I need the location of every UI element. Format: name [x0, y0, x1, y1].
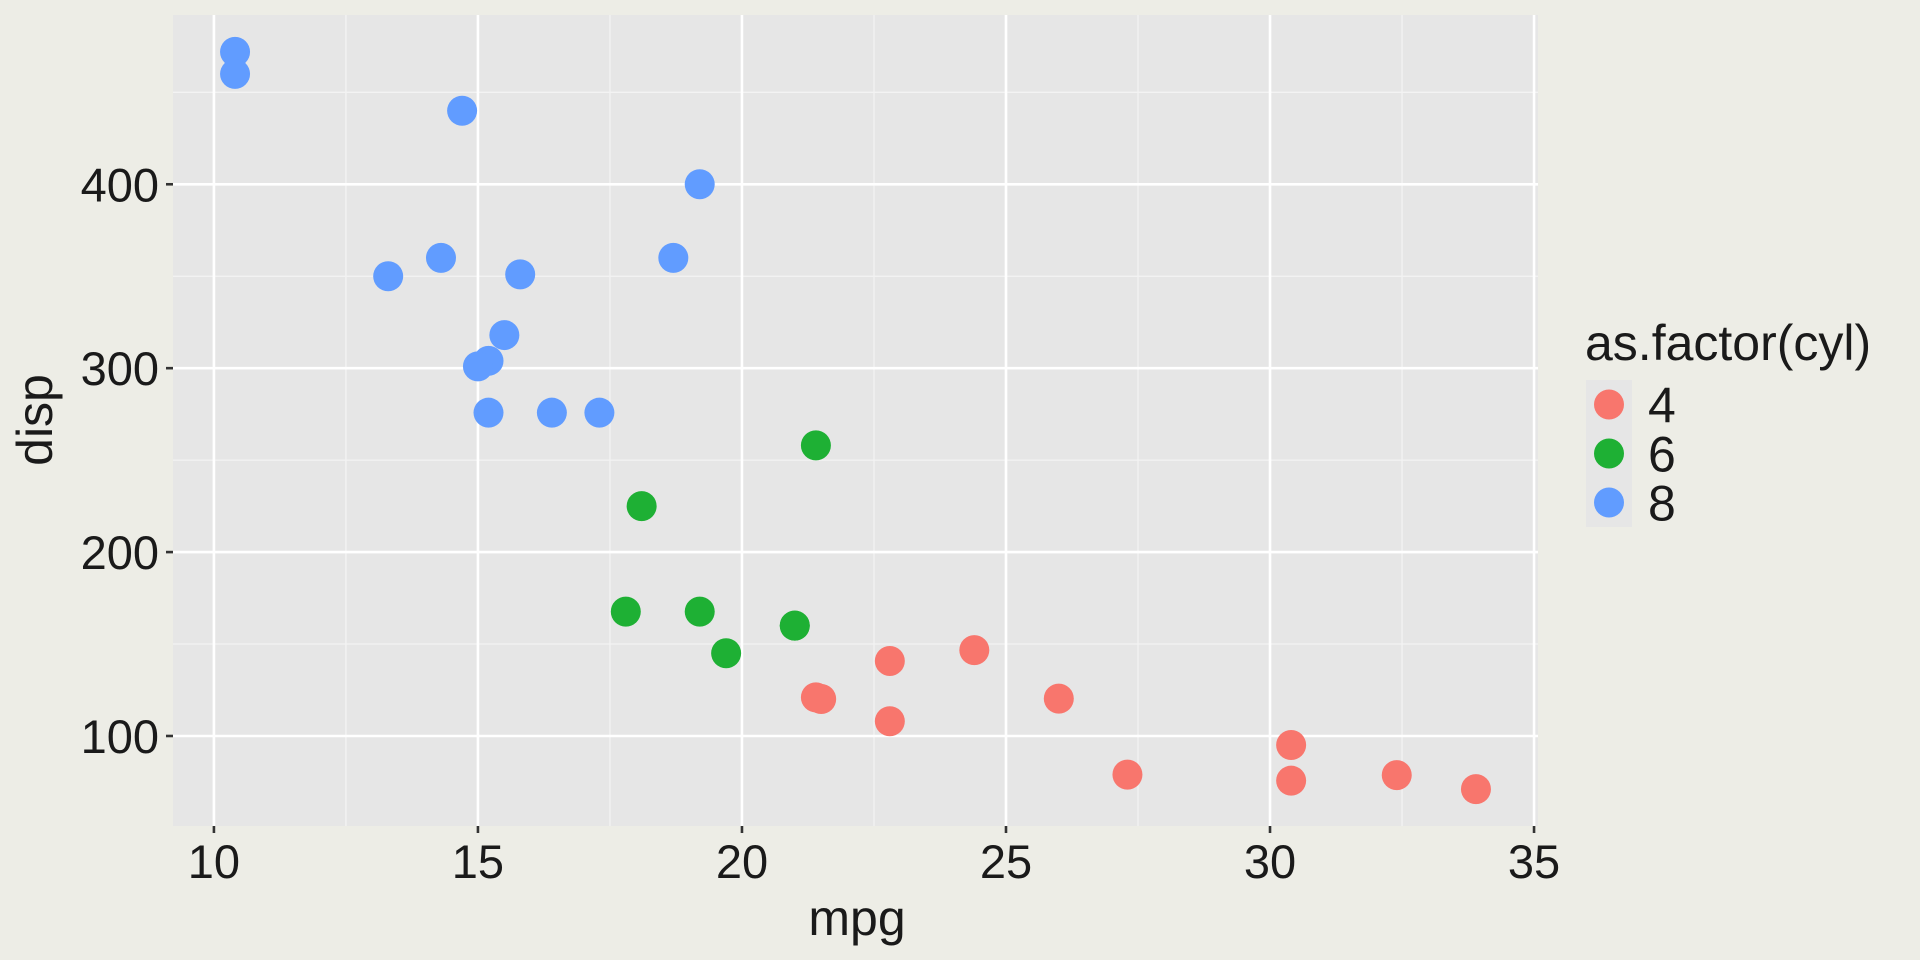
legend-title: as.factor(cyl) [1585, 315, 1871, 371]
point [220, 58, 251, 89]
point [505, 259, 536, 290]
point [1276, 729, 1307, 760]
point [1276, 765, 1307, 796]
point [711, 638, 742, 669]
point [1043, 683, 1074, 714]
legend-key [1594, 438, 1624, 469]
x-tick-label: 20 [716, 835, 768, 888]
point [373, 261, 404, 292]
point [584, 397, 615, 428]
point [610, 596, 641, 627]
y-axis-title: disp [7, 374, 63, 466]
point [536, 397, 567, 428]
x-axis-title: mpg [808, 890, 905, 946]
point [1460, 774, 1491, 805]
point [489, 320, 520, 351]
legend-key [1594, 487, 1624, 518]
point [220, 36, 251, 67]
point [874, 645, 905, 676]
point [658, 242, 689, 273]
point [959, 635, 990, 666]
point [425, 242, 456, 273]
point [800, 682, 831, 713]
point [800, 430, 831, 461]
legend-label: 6 [1648, 427, 1676, 483]
legend-key [1594, 389, 1624, 420]
x-tick-label: 35 [1508, 835, 1560, 888]
point [473, 397, 504, 428]
legend-label: 4 [1648, 378, 1676, 434]
y-tick-label: 100 [81, 710, 159, 763]
x-tick-label: 15 [452, 835, 504, 888]
y-tick-label: 400 [81, 158, 159, 211]
point [684, 169, 715, 200]
point [779, 610, 810, 641]
y-tick-label: 200 [81, 526, 159, 579]
point [626, 491, 657, 522]
point [1112, 759, 1143, 790]
x-tick-label: 30 [1244, 835, 1296, 888]
legend-label: 8 [1648, 476, 1676, 532]
x-tick-label: 25 [980, 835, 1032, 888]
point [874, 706, 905, 737]
point [447, 95, 478, 126]
point [1381, 760, 1412, 791]
x-tick-label: 10 [188, 835, 240, 888]
panel-background [173, 15, 1538, 826]
point [462, 351, 493, 382]
point [684, 596, 715, 627]
y-tick-label: 300 [81, 342, 159, 395]
